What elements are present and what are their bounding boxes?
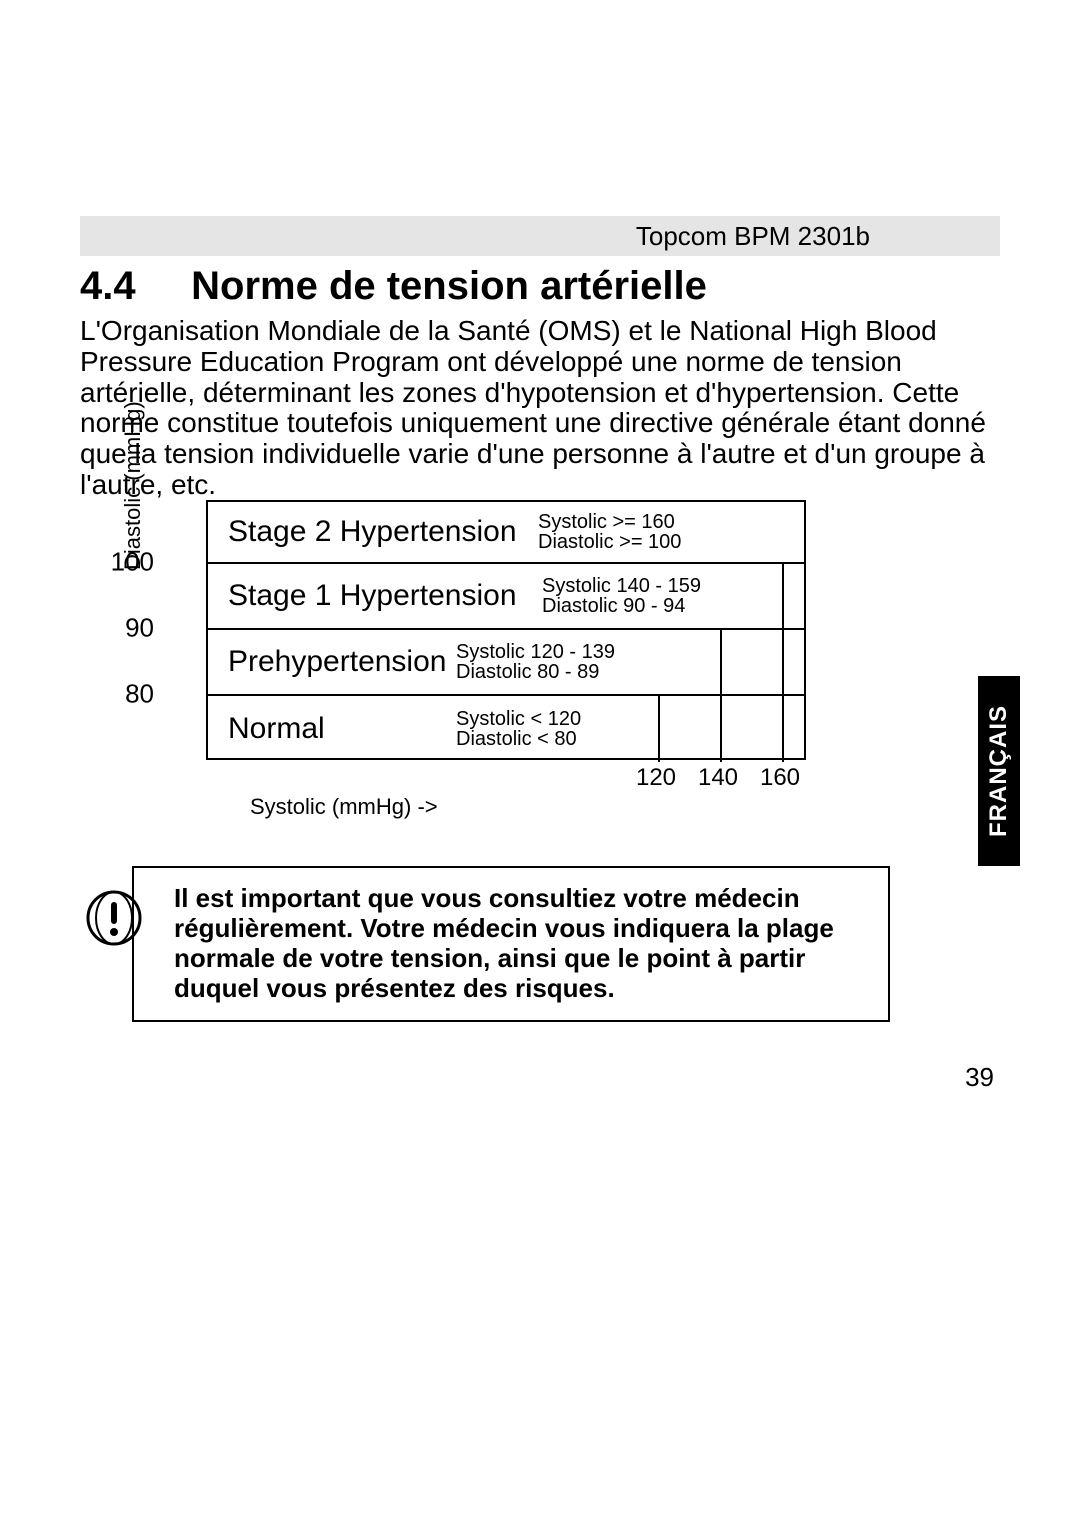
chart-vline [658,696,660,762]
x-tick: 140 [698,764,738,792]
x-tick: 160 [760,764,800,792]
chart-row: Stage 2 HypertensionSystolic >= 160Diast… [208,502,804,564]
stage-label: Normal [208,712,325,746]
chart-row: Stage 1 Hypertension Systolic 140 - 159Di… [208,564,804,630]
language-tab: FRANÇAIS [978,676,1020,866]
bp-chart: Diastolic (mmHg) 100 90 80 Stage 2 Hyper… [130,500,870,820]
language-tab-label: FRANÇAIS [985,705,1013,837]
diastolic-range: Diastolic >= 100 [538,532,681,552]
chart-vline [720,630,722,694]
stage-values: Systolic 140 - 159Diastolic 90 - 94 [528,576,701,616]
chart-vline [782,630,784,694]
stage-values: Systolic >= 160Diastolic >= 100 [524,512,681,552]
section-number: 4.4 [80,264,180,309]
section-heading: 4.4 Norme de tension artérielle [80,264,707,309]
chart-vline [782,564,784,628]
chart-vline [782,696,784,762]
y-tick: 90 [125,613,154,644]
stage-label: Stage 2 Hypertension [208,515,517,549]
diastolic-range: Diastolic 80 - 89 [456,662,615,682]
note-text: Il est important que vous consultiez vot… [174,884,864,1004]
stage-label: Stage 1 Hypertension [208,579,517,613]
chart-row: Normal Systolic < 120Diastolic < 80 [208,696,804,762]
x-tick: 120 [636,764,676,792]
systolic-range: Systolic < 120 [456,709,581,729]
systolic-range: Systolic 120 - 139 [456,642,615,662]
chart-row: PrehypertensionSystolic 120 - 139Diastol… [208,630,804,696]
header-band: Topcom BPM 2301b [80,216,1000,256]
product-name: Topcom BPM 2301b [636,221,870,252]
y-tick: 100 [111,547,154,578]
x-axis-label: Systolic (mmHg) -> [250,794,438,820]
chart-vline [720,696,722,762]
diastolic-range: Diastolic 90 - 94 [542,596,701,616]
note-box: Il est important que vous consultiez vot… [132,866,890,1022]
stage-values: Systolic 120 - 139Diastolic 80 - 89 [442,642,615,682]
systolic-range: Systolic >= 160 [538,512,681,532]
systolic-range: Systolic 140 - 159 [542,576,701,596]
y-axis-label: Diastolic (mmHg) [120,401,146,570]
chart-box: Stage 2 HypertensionSystolic >= 160Diast… [206,500,806,760]
stage-label: Prehypertension [208,645,446,679]
section-title: Norme de tension artérielle [191,264,707,308]
stage-values: Systolic < 120Diastolic < 80 [442,709,581,749]
body-paragraph: L'Organisation Mondiale de la Santé (OMS… [80,316,1000,501]
y-tick: 80 [125,679,154,710]
page-number: 39 [965,1062,994,1093]
diastolic-range: Diastolic < 80 [456,729,581,749]
